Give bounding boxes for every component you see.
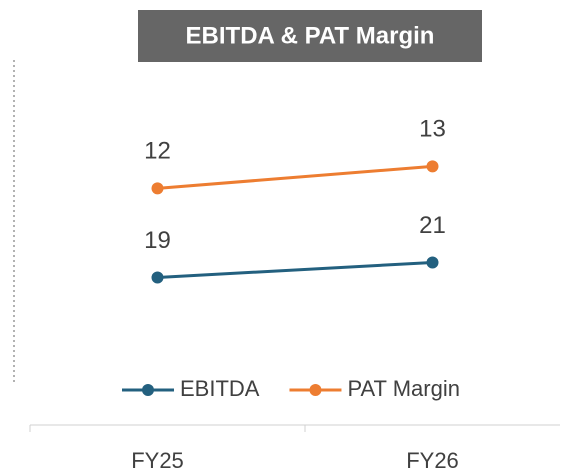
data-label: 19 [144,227,171,254]
data-label: 13 [419,116,446,143]
data-point [151,182,164,195]
legend-marker [142,384,154,396]
series-line [157,164,433,190]
legend-marker [309,384,322,396]
x-tick-label: FY26 [406,448,459,473]
data-point [426,256,439,269]
x-tick-label: FY25 [131,448,184,473]
data-point [426,160,439,173]
data-point [151,271,164,284]
legend-label: PAT Margin [347,376,459,401]
series-line [157,261,433,279]
data-label: 21 [419,212,446,239]
chart-title: EBITDA & PAT Margin [186,22,435,49]
title-box [138,10,482,62]
legend-label: EBITDA [180,376,260,401]
data-label: 12 [144,138,171,165]
